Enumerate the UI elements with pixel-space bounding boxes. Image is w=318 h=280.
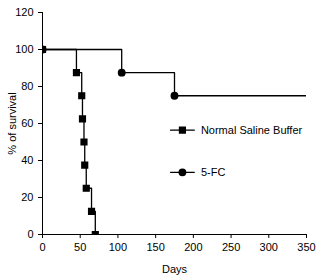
svg-text:5-FC: 5-FC xyxy=(201,166,226,178)
svg-text:0: 0 xyxy=(27,228,33,240)
svg-text:350: 350 xyxy=(297,241,315,253)
svg-text:250: 250 xyxy=(222,241,240,253)
svg-text:% of survival: % of survival xyxy=(6,92,18,154)
svg-text:20: 20 xyxy=(21,191,33,203)
svg-text:0: 0 xyxy=(39,241,45,253)
svg-text:120: 120 xyxy=(15,6,33,18)
svg-text:Normal Saline Buffer: Normal Saline Buffer xyxy=(201,124,303,136)
svg-text:300: 300 xyxy=(260,241,278,253)
svg-text:80: 80 xyxy=(21,80,33,92)
svg-text:200: 200 xyxy=(184,241,202,253)
svg-text:100: 100 xyxy=(15,43,33,55)
svg-text:Days: Days xyxy=(162,263,188,275)
svg-text:100: 100 xyxy=(109,241,127,253)
svg-text:40: 40 xyxy=(21,154,33,166)
svg-text:50: 50 xyxy=(74,241,86,253)
svg-text:60: 60 xyxy=(21,117,33,129)
svg-text:150: 150 xyxy=(146,241,164,253)
